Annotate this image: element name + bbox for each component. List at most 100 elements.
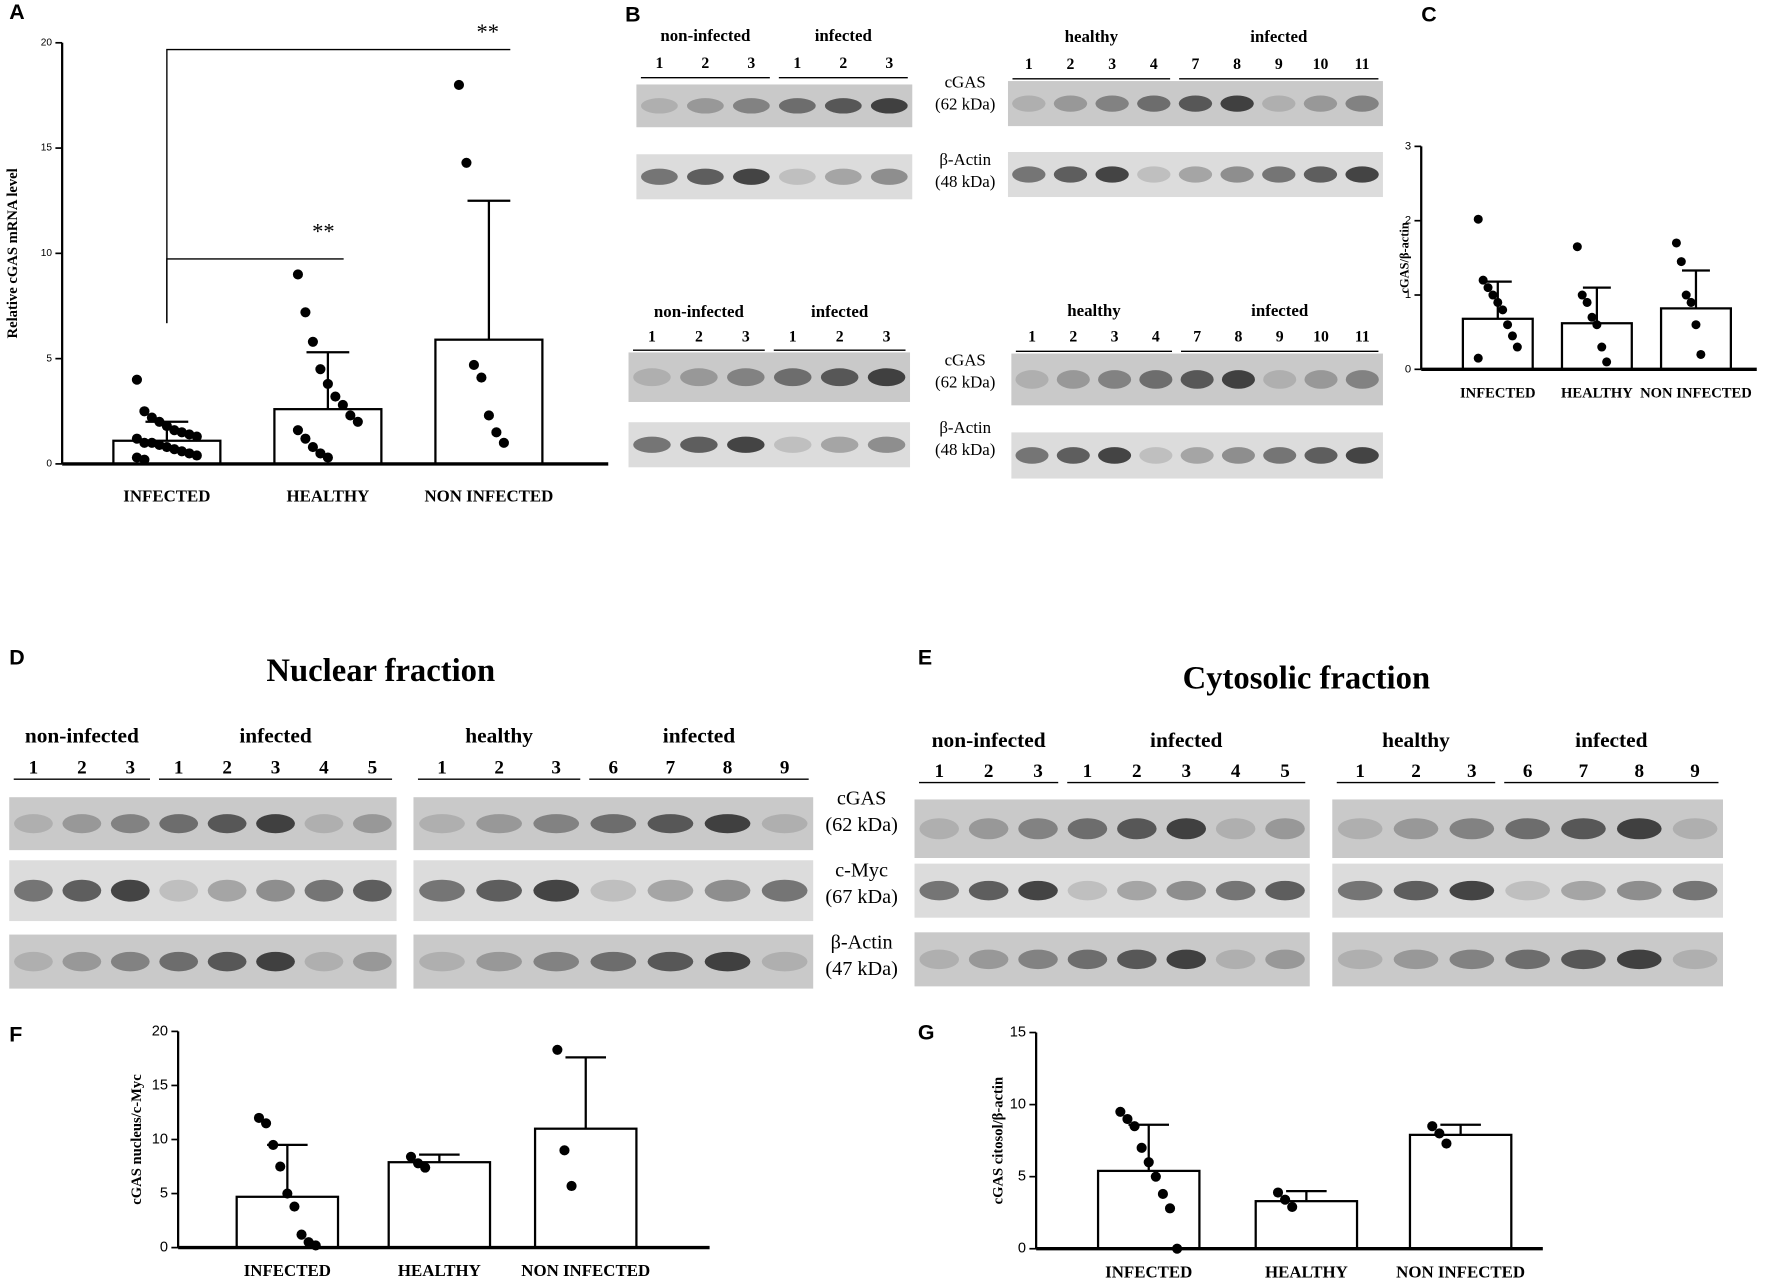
error-bar [1286,1189,1327,1202]
blot-marker: cGAS [945,72,986,91]
lane-number: 7 [1192,56,1200,73]
lane-number: 8 [1235,328,1243,345]
group-label: non-infected [660,26,751,45]
blot-band [761,814,808,834]
blot-band [680,436,718,453]
data-point [1681,290,1691,300]
blot-band [1056,370,1090,389]
y-tick-label: 2 [1405,215,1411,227]
lane-number: 1 [29,757,39,778]
data-point [1582,297,1592,307]
blot-band [1337,818,1383,840]
blot-band [919,880,959,901]
blot-strip [914,932,1310,987]
y-tick-label: 3 [1405,140,1411,152]
blot-marker: (62 kDa) [935,94,995,113]
group-label: healthy [1065,27,1119,46]
data-point [1280,1194,1291,1205]
blot-band [1449,880,1495,901]
data-point [289,1201,300,1212]
lane-number: 3 [883,328,891,345]
data-point [1512,342,1522,352]
data-point [468,359,479,371]
blot-band [1561,949,1606,970]
blot-band [533,951,580,972]
blot-band [62,951,102,972]
x-tick-label: INFECTED [1105,1262,1192,1278]
blot-band [1117,818,1157,840]
blot-strip [914,799,1310,859]
group-label: infected [239,723,312,747]
blot-band [968,818,1009,840]
blot-band [1265,880,1305,901]
blot-band [641,98,678,114]
data-point [352,416,363,427]
blot-band [1265,949,1305,970]
significance-label: ** [477,19,500,44]
blot-band [352,879,392,902]
y-tick-label: 0 [160,1239,168,1255]
data-point [282,1188,293,1199]
data-point [1473,353,1483,363]
data-point [322,378,333,389]
lane-number: 1 [648,328,656,345]
blot-marker: (47 kDa) [825,958,898,980]
blot-band [1178,166,1213,183]
blot-band [1018,818,1058,840]
blot-band [1449,949,1495,970]
blot-band [1449,818,1495,840]
panel-label: F [9,1023,22,1047]
data-point [307,441,318,453]
data-point [337,399,348,411]
x-tick-label: HEALTHY [286,487,369,506]
blot-band [1166,949,1207,970]
data-point [1287,1201,1298,1212]
blot-band [1178,95,1213,112]
blot-band [761,951,808,972]
lane-number: 2 [77,757,87,778]
group-label: infected [811,302,869,321]
y-tick-label: 20 [41,37,53,48]
y-tick-label: 0 [1405,363,1411,375]
data-point [131,374,142,385]
blot-marker: β-Actin [939,150,991,169]
data-point [330,391,341,402]
data-point [154,416,165,427]
data-point [315,448,326,459]
blot-band [1166,818,1207,840]
lane-number: 3 [747,55,755,72]
x-tick-label: NON INFECTED [424,487,553,506]
lane-number: 3 [125,757,135,778]
data-point [1602,357,1612,367]
lane-number: 4 [1150,56,1158,73]
blot-band [159,879,199,902]
blot-band [1263,447,1297,464]
blot-band [1215,880,1256,901]
blot-band [647,879,694,902]
significance-bracket [166,258,344,324]
group-label: infected [663,723,736,747]
x-tick-label: HEALTHY [1561,385,1633,401]
lane-number: 10 [1313,56,1329,73]
blot-band [633,436,671,453]
blot-band [824,168,862,185]
error-bar [1582,286,1611,324]
bar [1096,1169,1201,1250]
data-point [261,1118,272,1129]
blot-band [1098,370,1132,389]
data-point [1473,214,1483,224]
panel-label: C [1421,2,1436,26]
lane-number: 7 [1579,761,1589,782]
blot-band [1263,370,1297,389]
blot-band [1672,818,1718,840]
blot-band [820,436,859,453]
data-point [1272,1187,1284,1198]
lane-number: 4 [1231,761,1241,782]
blot-band [352,951,392,972]
x-tick-label: NON INFECTED [1396,1262,1525,1278]
data-point [1115,1106,1126,1117]
lane-number: 2 [222,757,232,778]
blot-band [867,436,906,453]
lane-number: 1 [1083,761,1093,782]
lane-number: 11 [1355,328,1370,345]
